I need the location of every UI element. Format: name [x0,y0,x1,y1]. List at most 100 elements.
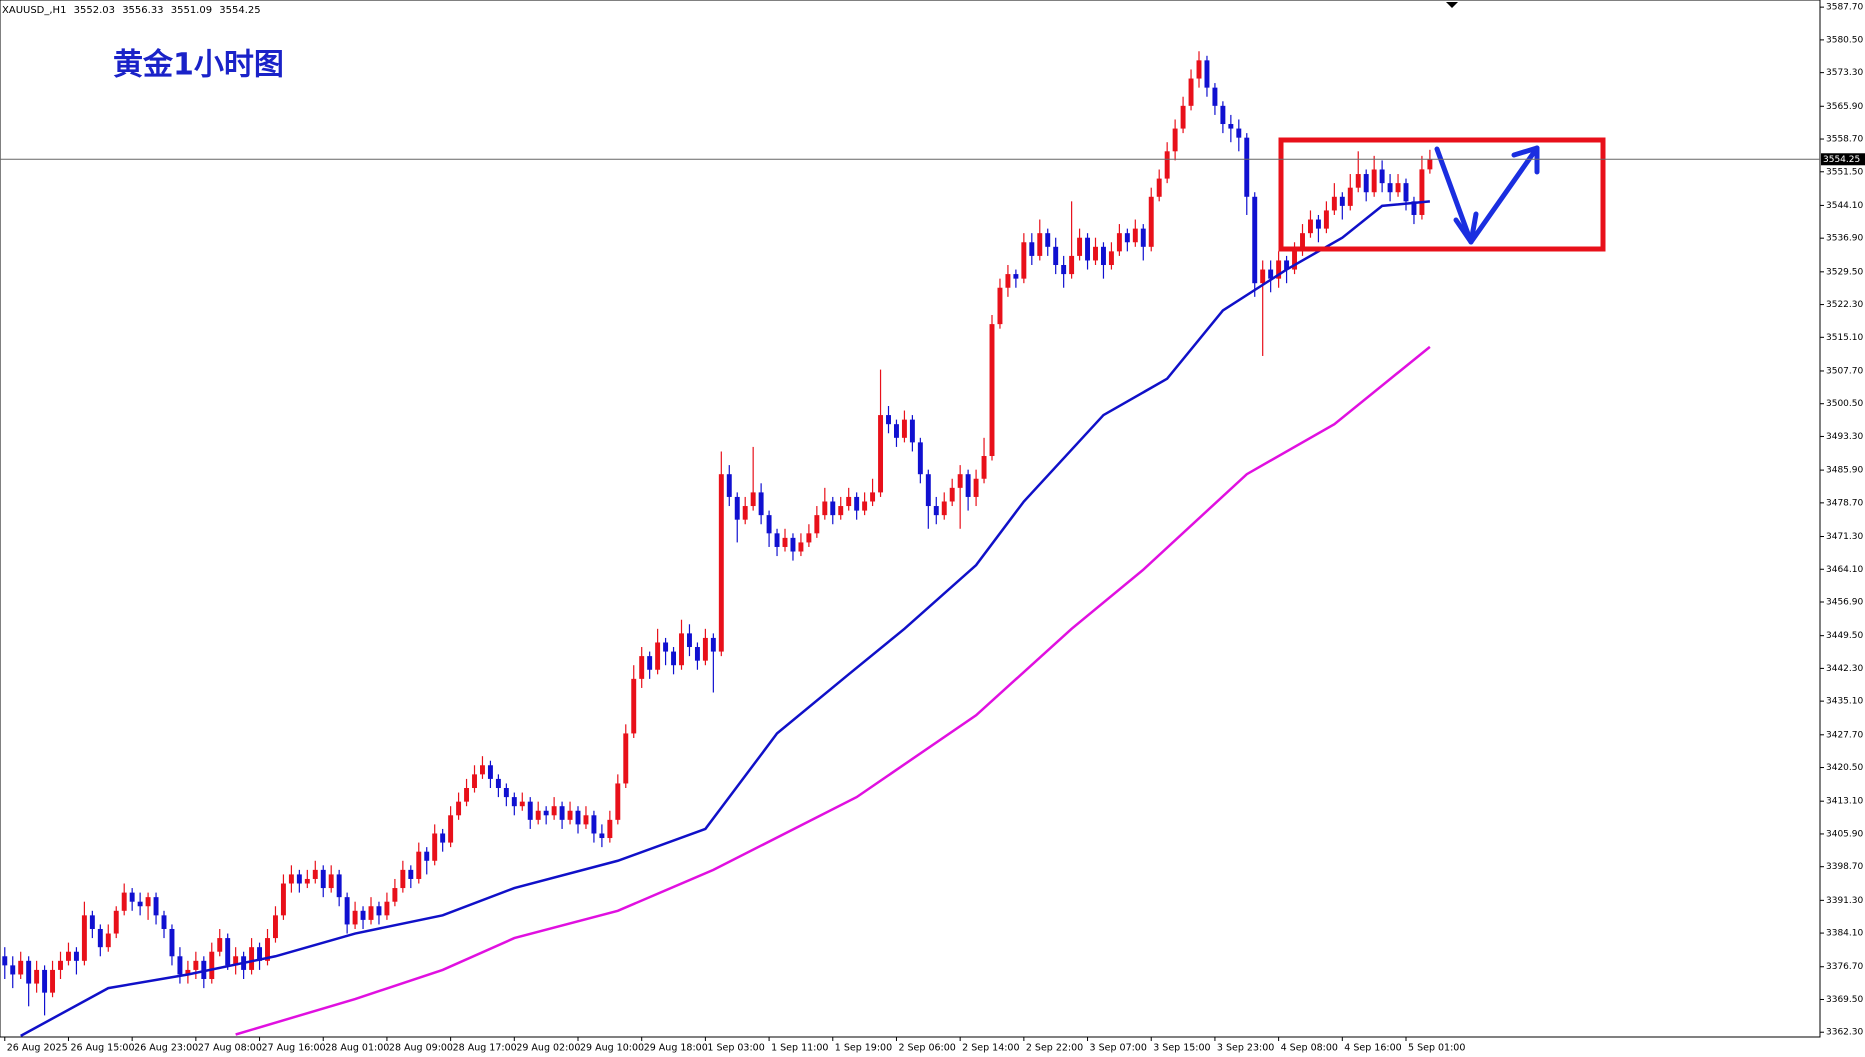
candle-body [1077,237,1083,256]
candle-body [782,537,788,547]
candle-body [1315,219,1321,229]
candle-body [663,642,669,652]
candle-body [1021,242,1027,279]
y-tick-label: 3551.50 [1826,167,1863,177]
x-tick-label: 2 Sep 06:00 [898,1043,955,1054]
candle-body [965,474,971,497]
x-tick-label: 4 Sep 16:00 [1344,1043,1401,1054]
y-tick-label: 3493.30 [1826,432,1863,442]
candle-body [408,869,414,879]
candle-body [121,892,127,911]
candle-body [233,956,239,966]
candle-body [1037,233,1043,256]
candle-body [257,947,263,961]
candle-body [105,933,111,948]
y-tick-label: 3587.70 [1826,3,1863,13]
candle-body [1061,265,1067,275]
candle-body [846,496,852,507]
candle-body [527,801,533,820]
candle-body [1108,251,1114,266]
moving-average [20,200,1431,1037]
price-label-bg [1821,153,1865,166]
candle-body [973,478,979,497]
candle-body [917,442,923,475]
candle-body [1196,60,1202,79]
candle-body [583,815,589,825]
x-tick-label: 29 Aug 02:00 [516,1043,580,1054]
candle-body [575,810,581,825]
candle-body [273,915,278,939]
y-tick-label: 3580.50 [1826,35,1863,45]
candle-body [535,810,541,820]
candle-body [1395,183,1401,193]
x-tick-label: 27 Aug 16:00 [262,1043,326,1054]
candle-body [336,874,342,898]
candle-body [1260,269,1266,284]
y-tick-label: 3573.30 [1826,68,1863,78]
arrow-head-down [1453,211,1479,245]
high: 3556.33 [122,5,163,16]
candle-body [1100,246,1106,266]
candle-body [679,633,684,666]
candle-body [655,642,661,670]
candle-body [320,869,326,889]
y-tick-label: 3558.70 [1826,135,1863,145]
candle-body [647,656,653,670]
y-tick-label: 3376.70 [1826,962,1863,972]
candle-body [1284,260,1290,270]
candle-body [878,415,884,493]
x-tick-label: 4 Sep 08:00 [1281,1043,1338,1054]
y-tick-label: 3398.70 [1826,862,1863,872]
candle-body [288,874,294,884]
y-tick-label: 3362.30 [1826,1028,1863,1038]
candle-body [790,537,796,552]
candle-body [1323,210,1329,229]
candle-body [153,897,159,916]
x-tick-label: 1 Sep 03:00 [707,1043,764,1054]
candle-body [766,515,772,534]
candle-body [1300,233,1305,252]
y-tick-label: 3420.50 [1826,763,1863,773]
x-tick-label: 3 Sep 15:00 [1153,1043,1210,1054]
candle-body [304,878,310,884]
y-tick-label: 3544.10 [1826,201,1863,211]
y-tick-label: 3464.10 [1826,565,1863,575]
candle-body [1053,246,1059,266]
price-label: 3554.25 [1823,155,1860,165]
candle-body [1307,219,1313,234]
candle-body [137,901,143,907]
candle-body [1419,169,1425,215]
x-tick-label: 26 Aug 2025 [7,1043,68,1054]
candle-body [1403,183,1409,202]
candle-body [344,897,350,925]
y-tick-label: 3391.30 [1826,896,1863,906]
candle-body [1132,228,1138,243]
candle-body [50,969,56,993]
candle-body [615,783,621,820]
candle-body [854,496,860,511]
candle-body [941,501,947,516]
y-tick-label: 3478.70 [1826,498,1863,508]
candle-body [822,501,828,516]
candle-body [1148,196,1154,247]
candle-body [1140,228,1146,247]
y-tick-label: 3515.10 [1826,333,1863,343]
x-tick-label: 3 Sep 23:00 [1217,1043,1274,1054]
candle-body [312,869,318,879]
candle-body [989,324,995,457]
x-tick-label: 28 Aug 09:00 [389,1043,453,1054]
candle-body [671,651,677,666]
candle-body [838,506,844,516]
y-tick-label: 3405.90 [1826,829,1863,839]
x-tick-label: 3 Sep 07:00 [1090,1043,1147,1054]
candle-body [870,492,876,502]
candle-body [686,633,692,648]
candle-body [886,415,891,425]
candle-body [416,851,422,879]
candle-body [830,501,836,516]
y-tick-label: 3384.10 [1826,929,1863,939]
candle-body [26,960,32,984]
marks-layer [2,51,1433,1037]
header: XAUUSD_,H1 3552.03 3556.33 3551.09 3554.… [2,5,261,16]
